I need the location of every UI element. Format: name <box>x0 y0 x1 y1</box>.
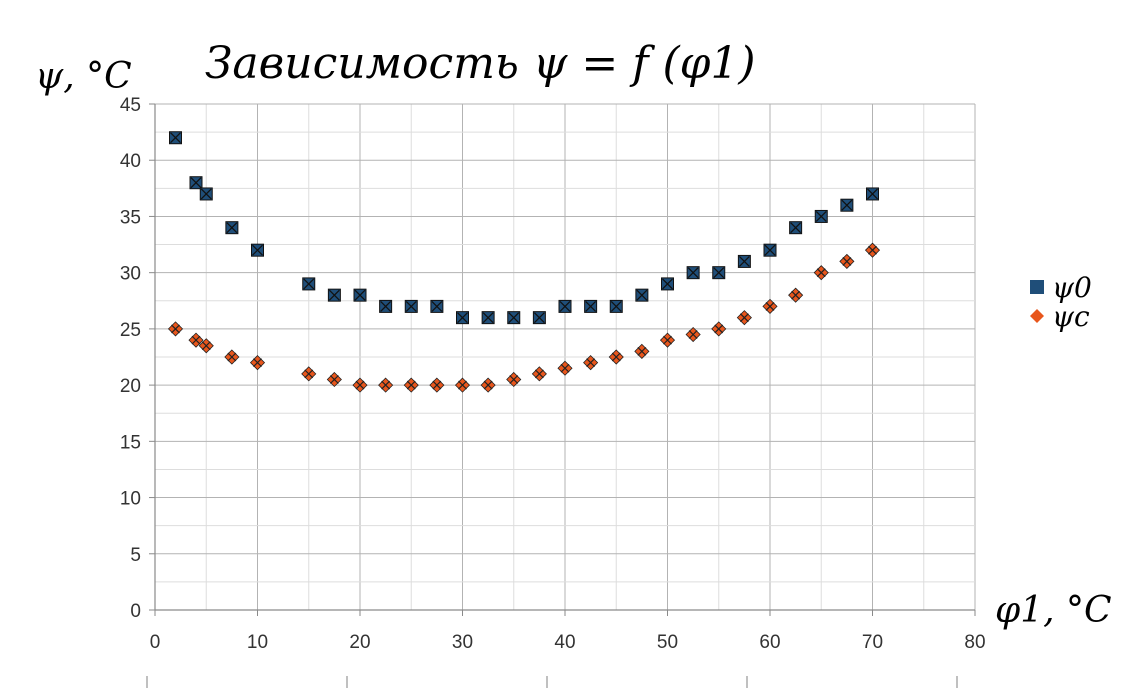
y-tick-label-35: 35 <box>120 207 141 228</box>
y-tick-label-25: 25 <box>120 320 141 341</box>
data-point-series-1-17 <box>608 349 624 365</box>
data-point-series-0-3 <box>225 221 239 235</box>
data-point-series-1-9 <box>403 377 419 393</box>
data-point-series-0-8 <box>379 299 393 313</box>
data-point-series-1-10 <box>429 377 445 393</box>
y-tick-label-10: 10 <box>120 489 141 510</box>
y-axis-label: ψ, °C <box>35 56 132 97</box>
data-point-series-1-6 <box>326 371 342 388</box>
y-tick-label-15: 15 <box>120 432 141 453</box>
data-point-series-1-11 <box>454 377 471 393</box>
data-point-series-1-4 <box>249 355 266 371</box>
data-point-series-0-22 <box>737 254 751 268</box>
data-point-series-1-18 <box>634 343 650 359</box>
x-tick-label-0: 0 <box>150 632 161 653</box>
data-point-series-0-17 <box>609 299 623 313</box>
data-point-series-1-7 <box>352 377 368 393</box>
x-tick-label-50: 50 <box>657 632 678 653</box>
y-tick-label-45: 45 <box>120 95 141 116</box>
data-point-series-1-27 <box>864 242 881 258</box>
x-tick-label-10: 10 <box>247 632 268 653</box>
data-point-series-0-21 <box>712 266 726 280</box>
data-point-series-0-16 <box>584 299 598 313</box>
data-point-series-1-22 <box>736 310 752 326</box>
y-tick-label-40: 40 <box>120 151 141 172</box>
y-tick-label-20: 20 <box>120 376 141 397</box>
data-point-series-1-2 <box>198 338 214 354</box>
data-point-series-1-21 <box>711 321 727 337</box>
data-point-series-1-8 <box>378 377 394 393</box>
x-tick-label-60: 60 <box>759 632 780 653</box>
data-point-series-0-0 <box>169 131 182 145</box>
x-tick-label-20: 20 <box>349 632 370 653</box>
data-point-series-1-25 <box>813 265 829 281</box>
y-tick-label-5: 5 <box>130 545 141 566</box>
x-tick-label-80: 80 <box>964 632 985 653</box>
x-tick-labels: 0 10 20 30 40 50 60 70 80 <box>150 632 986 653</box>
legend: ψ0 ψc <box>1030 271 1092 333</box>
x-tick-label-30: 30 <box>452 632 473 653</box>
y-tick-labels: 0 5 10 15 20 25 30 35 40 45 <box>120 95 141 622</box>
chart-title: Зависимость ψ = f (φ1) <box>205 38 756 89</box>
data-point-series-0-26 <box>840 198 854 212</box>
axes <box>149 103 976 616</box>
legend-marker-series-0 <box>1030 280 1044 294</box>
legend-label-series-0: ψ0 <box>1052 271 1092 304</box>
data-point-series-0-23 <box>763 243 777 257</box>
data-point-series-0-5 <box>302 277 316 291</box>
data-point-series-0-27 <box>866 187 879 201</box>
data-point-series-1-5 <box>301 366 317 382</box>
data-point-series-0-1 <box>189 176 203 190</box>
data-point-series-1-1 <box>188 332 204 348</box>
data-point-series-0-14 <box>532 311 546 325</box>
y-tick-label-30: 30 <box>120 264 141 285</box>
series-1 <box>167 242 881 393</box>
data-point-series-1-23 <box>762 298 778 314</box>
data-point-series-1-15 <box>557 360 573 376</box>
data-point-series-1-12 <box>480 377 496 393</box>
data-point-series-1-0 <box>167 321 184 337</box>
data-point-series-0-13 <box>507 311 521 325</box>
data-point-series-0-10 <box>430 299 444 313</box>
x-tick-label-70: 70 <box>862 632 883 653</box>
data-point-series-0-20 <box>686 266 700 280</box>
data-point-series-0-11 <box>456 311 469 325</box>
data-point-series-1-16 <box>583 355 599 371</box>
data-point-series-0-12 <box>481 311 495 325</box>
x-tick-label-40: 40 <box>554 632 575 653</box>
data-point-series-1-14 <box>531 366 547 382</box>
grid <box>154 103 976 611</box>
data-point-series-1-24 <box>788 287 804 303</box>
data-point-series-0-18 <box>635 288 649 302</box>
bottom-decoration <box>146 676 958 688</box>
data-point-series-0-15 <box>558 299 572 313</box>
data-point-series-1-13 <box>506 371 522 388</box>
data-point-series-0-9 <box>404 299 418 313</box>
data-point-series-0-4 <box>251 243 264 257</box>
data-point-series-1-3 <box>224 349 240 365</box>
data-point-series-1-19 <box>659 332 676 348</box>
data-point-series-0-7 <box>353 288 367 302</box>
data-point-series-0-6 <box>327 288 341 302</box>
series-0 <box>169 131 879 325</box>
y-tick-label-0: 0 <box>130 601 141 622</box>
legend-marker-series-1 <box>1030 309 1044 323</box>
data-point-series-0-2 <box>199 187 213 201</box>
data-point-series-0-19 <box>661 277 674 291</box>
data-point-series-1-20 <box>685 326 701 343</box>
data-series <box>167 131 881 393</box>
data-point-series-0-24 <box>789 221 803 235</box>
legend-label-series-1: ψc <box>1052 300 1090 333</box>
data-point-series-0-25 <box>814 209 828 223</box>
x-axis-label: φ1, °C <box>995 590 1112 631</box>
data-point-series-1-26 <box>839 253 855 269</box>
